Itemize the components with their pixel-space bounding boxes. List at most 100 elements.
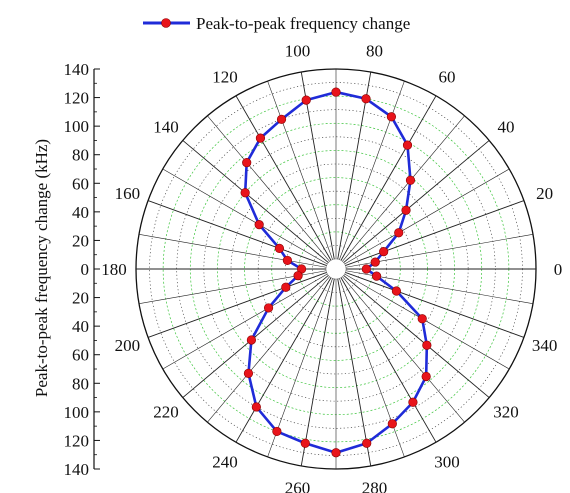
angle-tick-label: 240 — [212, 452, 238, 471]
angle-tick-label: 40 — [498, 117, 515, 136]
spoke — [300, 278, 335, 467]
data-point — [361, 264, 371, 274]
radial-tick-label: 140 — [64, 460, 90, 479]
spoke — [162, 273, 328, 370]
spoke — [207, 276, 330, 423]
data-point — [293, 271, 303, 281]
angle-tick-label: 320 — [493, 403, 519, 422]
spoke — [342, 276, 465, 423]
data-point — [422, 340, 432, 350]
data-point — [405, 175, 416, 185]
angle-tick-label: 280 — [362, 479, 388, 493]
spoke — [235, 95, 332, 261]
data-point — [408, 397, 418, 407]
data-point — [402, 140, 413, 150]
radial-tick-label: 60 — [72, 346, 89, 365]
angle-tick-label: 140 — [153, 117, 179, 136]
angle-tick-label: 60 — [439, 68, 456, 87]
radial-tick-label: 20 — [72, 289, 89, 308]
radial-tick-label: 100 — [64, 403, 90, 422]
data-point — [254, 220, 264, 230]
radial-tick-label: 20 — [72, 231, 89, 250]
data-point — [391, 286, 402, 296]
spoke — [344, 168, 510, 265]
data-point — [281, 282, 291, 292]
data-point — [300, 438, 310, 448]
data-point — [387, 419, 397, 429]
legend-marker — [161, 18, 171, 28]
radial-tick-label: 40 — [72, 203, 89, 222]
data-point — [421, 371, 431, 382]
data-point — [370, 257, 380, 267]
data-point — [242, 157, 252, 168]
data-point — [417, 314, 427, 324]
data-point — [331, 448, 341, 458]
angle-tick-labels: 0 20 40 60 80 100 120 140 160 180 200 220 240 260 280 3… — [101, 41, 562, 493]
radial-tick-label: 120 — [64, 431, 90, 450]
spoke — [138, 233, 327, 268]
radial-tick-label: 0 — [81, 260, 90, 279]
data-point — [274, 243, 285, 254]
data-point — [255, 133, 266, 143]
spoke — [337, 278, 372, 467]
data-point — [401, 205, 411, 215]
spoke — [345, 200, 525, 267]
data-point — [282, 255, 292, 266]
spoke — [235, 277, 332, 443]
angle-tick-label: 20 — [536, 184, 553, 203]
angle-tick-label: 260 — [285, 479, 311, 493]
spoke — [342, 115, 465, 262]
data-series — [240, 87, 432, 458]
data-point — [263, 303, 274, 313]
data-point — [251, 402, 261, 412]
data-point — [276, 114, 287, 124]
angle-tick-label: 80 — [366, 41, 383, 60]
angle-tick-label: 180 — [101, 260, 127, 279]
spoke — [340, 95, 437, 261]
spoke — [267, 80, 333, 260]
angle-tick-label: 160 — [115, 184, 141, 203]
angle-tick-label: 0 — [554, 260, 563, 279]
data-point — [301, 95, 311, 105]
radial-tick-label: 40 — [72, 317, 89, 336]
legend-label: Peak-to-peak frequency change — [196, 14, 410, 33]
spoke — [182, 275, 329, 398]
spoke — [147, 271, 327, 338]
center-circle — [325, 258, 347, 280]
spoke — [345, 271, 525, 338]
radial-tick-label: 140 — [64, 60, 90, 79]
angle-tick-label: 200 — [115, 336, 141, 355]
data-point — [362, 438, 372, 448]
angle-tick-label: 100 — [285, 41, 311, 60]
spoke — [182, 140, 329, 263]
y-axis-label: Peak-to-peak frequency change (kHz) — [32, 139, 51, 397]
spoke — [343, 275, 490, 398]
data-point — [394, 228, 404, 238]
data-point — [243, 368, 254, 378]
spoke — [344, 273, 510, 370]
legend: Peak-to-peak frequency change — [143, 14, 410, 33]
data-point — [386, 112, 397, 122]
data-point — [246, 335, 257, 345]
data-point — [240, 188, 250, 198]
angle-tick-label: 300 — [434, 452, 460, 471]
radial-axis: 140 120 100 80 60 40 20 0 20 40 60 80 100 120 140 — [64, 60, 100, 479]
radial-tick-label: 60 — [72, 174, 89, 193]
angle-tick-label: 220 — [153, 403, 179, 422]
spoke — [207, 115, 330, 262]
angle-tick-label: 340 — [532, 336, 558, 355]
data-point — [331, 87, 341, 97]
data-point — [379, 247, 389, 257]
data-point — [361, 94, 371, 104]
angle-tick-label: 120 — [212, 68, 238, 87]
spoke — [162, 168, 328, 265]
spoke — [340, 277, 437, 443]
radial-tick-label: 100 — [64, 117, 90, 136]
spoke — [147, 200, 327, 267]
data-point — [371, 271, 382, 281]
radial-tick-label: 80 — [72, 374, 89, 393]
radial-tick-label: 120 — [64, 89, 90, 108]
data-point — [272, 426, 282, 437]
spoke — [343, 140, 490, 263]
